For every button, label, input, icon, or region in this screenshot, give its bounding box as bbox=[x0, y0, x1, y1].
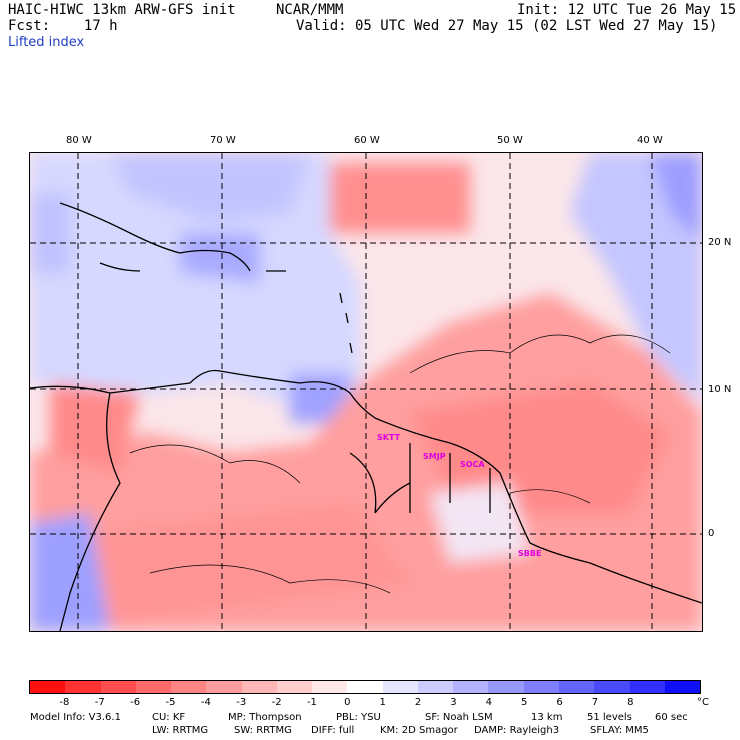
km-scheme: KM: 2D Smagor bbox=[380, 725, 458, 736]
lon-label: 60 W bbox=[354, 135, 380, 146]
cumulus-scheme: CU: KF bbox=[152, 712, 186, 723]
contours bbox=[129, 334, 671, 594]
map-graphic bbox=[30, 153, 702, 631]
forecast-hour: Fcst: 17 h bbox=[8, 18, 118, 34]
colorbar-swatch bbox=[558, 681, 595, 693]
colorbar-tick-label: 1 bbox=[379, 697, 386, 708]
colorbar-swatch bbox=[135, 681, 172, 693]
colorbar-tick-label: 0 bbox=[344, 697, 351, 708]
colorbar-swatch bbox=[276, 681, 313, 693]
colorbar-tick-label: -5 bbox=[165, 697, 176, 708]
lon-label: 50 W bbox=[497, 135, 523, 146]
model-title: HAIC-HIWC 13km ARW-GFS init bbox=[8, 2, 236, 18]
colorbar-tick-label: -3 bbox=[236, 697, 247, 708]
colorbar-swatch bbox=[347, 681, 383, 693]
colorbar-tick-label: -2 bbox=[271, 697, 282, 708]
timestep: 60 sec bbox=[655, 712, 688, 723]
colorbar-tick-label: 6 bbox=[556, 697, 563, 708]
diffusion: DIFF: full bbox=[311, 725, 355, 736]
colorbar-tick-label: -1 bbox=[306, 697, 317, 708]
colorbar-unit: °C bbox=[697, 697, 709, 708]
station-label: SBBE bbox=[518, 549, 542, 558]
coastlines bbox=[30, 202, 702, 631]
colorbar-tick-label: 7 bbox=[591, 697, 599, 708]
lifted-index-field bbox=[30, 153, 702, 631]
colorbar-tick-label: -4 bbox=[200, 697, 211, 708]
colorbar-tick-label: 4 bbox=[485, 697, 492, 708]
colorbar-swatch bbox=[30, 681, 66, 693]
surface-scheme: SF: Noah LSM bbox=[425, 712, 493, 723]
colorbar-swatch bbox=[629, 681, 665, 693]
colorbar-swatch bbox=[523, 681, 559, 693]
colorbar-swatch bbox=[664, 681, 701, 693]
colorbar-tick-label: 2 bbox=[414, 697, 422, 708]
init-time: Init: 12 UTC Tue 26 May 15 bbox=[517, 2, 737, 18]
colorbar-swatch bbox=[241, 681, 277, 693]
lifted-index-map: SKTT SMJP SOCA SBBE bbox=[29, 152, 703, 632]
pbl-scheme: PBL: YSU bbox=[336, 712, 381, 723]
station-label: SMJP bbox=[423, 452, 446, 461]
colorbar bbox=[29, 680, 701, 694]
lw-scheme: LW: RRTMG bbox=[152, 725, 209, 736]
sw-scheme: SW: RRTMG bbox=[234, 725, 292, 736]
colorbar-swatch bbox=[206, 681, 242, 693]
colorbar-swatch bbox=[65, 681, 101, 693]
colorbar-tick-label: -6 bbox=[130, 697, 141, 708]
colorbar-swatch bbox=[488, 681, 524, 693]
lon-label: 70 W bbox=[210, 135, 236, 146]
colorbar-tick-label: 5 bbox=[520, 697, 528, 708]
colorbar-tick-label: -7 bbox=[94, 697, 105, 708]
station-label: SOCA bbox=[460, 460, 485, 469]
lat-label: 0 bbox=[708, 528, 715, 539]
field-name: Lifted index bbox=[8, 35, 85, 50]
levels: 51 levels bbox=[587, 712, 632, 723]
resolution: 13 km bbox=[531, 712, 563, 723]
microphysics-scheme: MP: Thompson bbox=[228, 712, 302, 723]
model-info: Model Info: V3.6.1 bbox=[30, 712, 121, 723]
lat-label: 20 N bbox=[708, 237, 732, 248]
valid-time: Valid: 05 UTC Wed 27 May 15 (02 LST Wed … bbox=[296, 18, 718, 34]
station-label: SKTT bbox=[377, 433, 401, 442]
colorbar-swatch bbox=[100, 681, 136, 693]
surface-layer: SFLAY: MM5 bbox=[590, 725, 649, 736]
lat-label: 10 N bbox=[708, 384, 732, 395]
colorbar-swatch bbox=[453, 681, 489, 693]
org-label: NCAR/MMM bbox=[276, 2, 344, 18]
colorbar-swatch bbox=[594, 681, 630, 693]
colorbar-tick-label: 8 bbox=[627, 697, 634, 708]
colorbar-swatch bbox=[171, 681, 207, 693]
lon-label: 40 W bbox=[637, 135, 663, 146]
colorbar-tick-label: -8 bbox=[59, 697, 70, 708]
colorbar-tick-label: 3 bbox=[450, 697, 457, 708]
colorbar-swatch bbox=[382, 681, 418, 693]
colorbar-swatch bbox=[417, 681, 454, 693]
colorbar-swatch bbox=[312, 681, 348, 693]
damping: DAMP: Rayleigh3 bbox=[474, 725, 560, 736]
lon-label: 80 W bbox=[66, 135, 92, 146]
